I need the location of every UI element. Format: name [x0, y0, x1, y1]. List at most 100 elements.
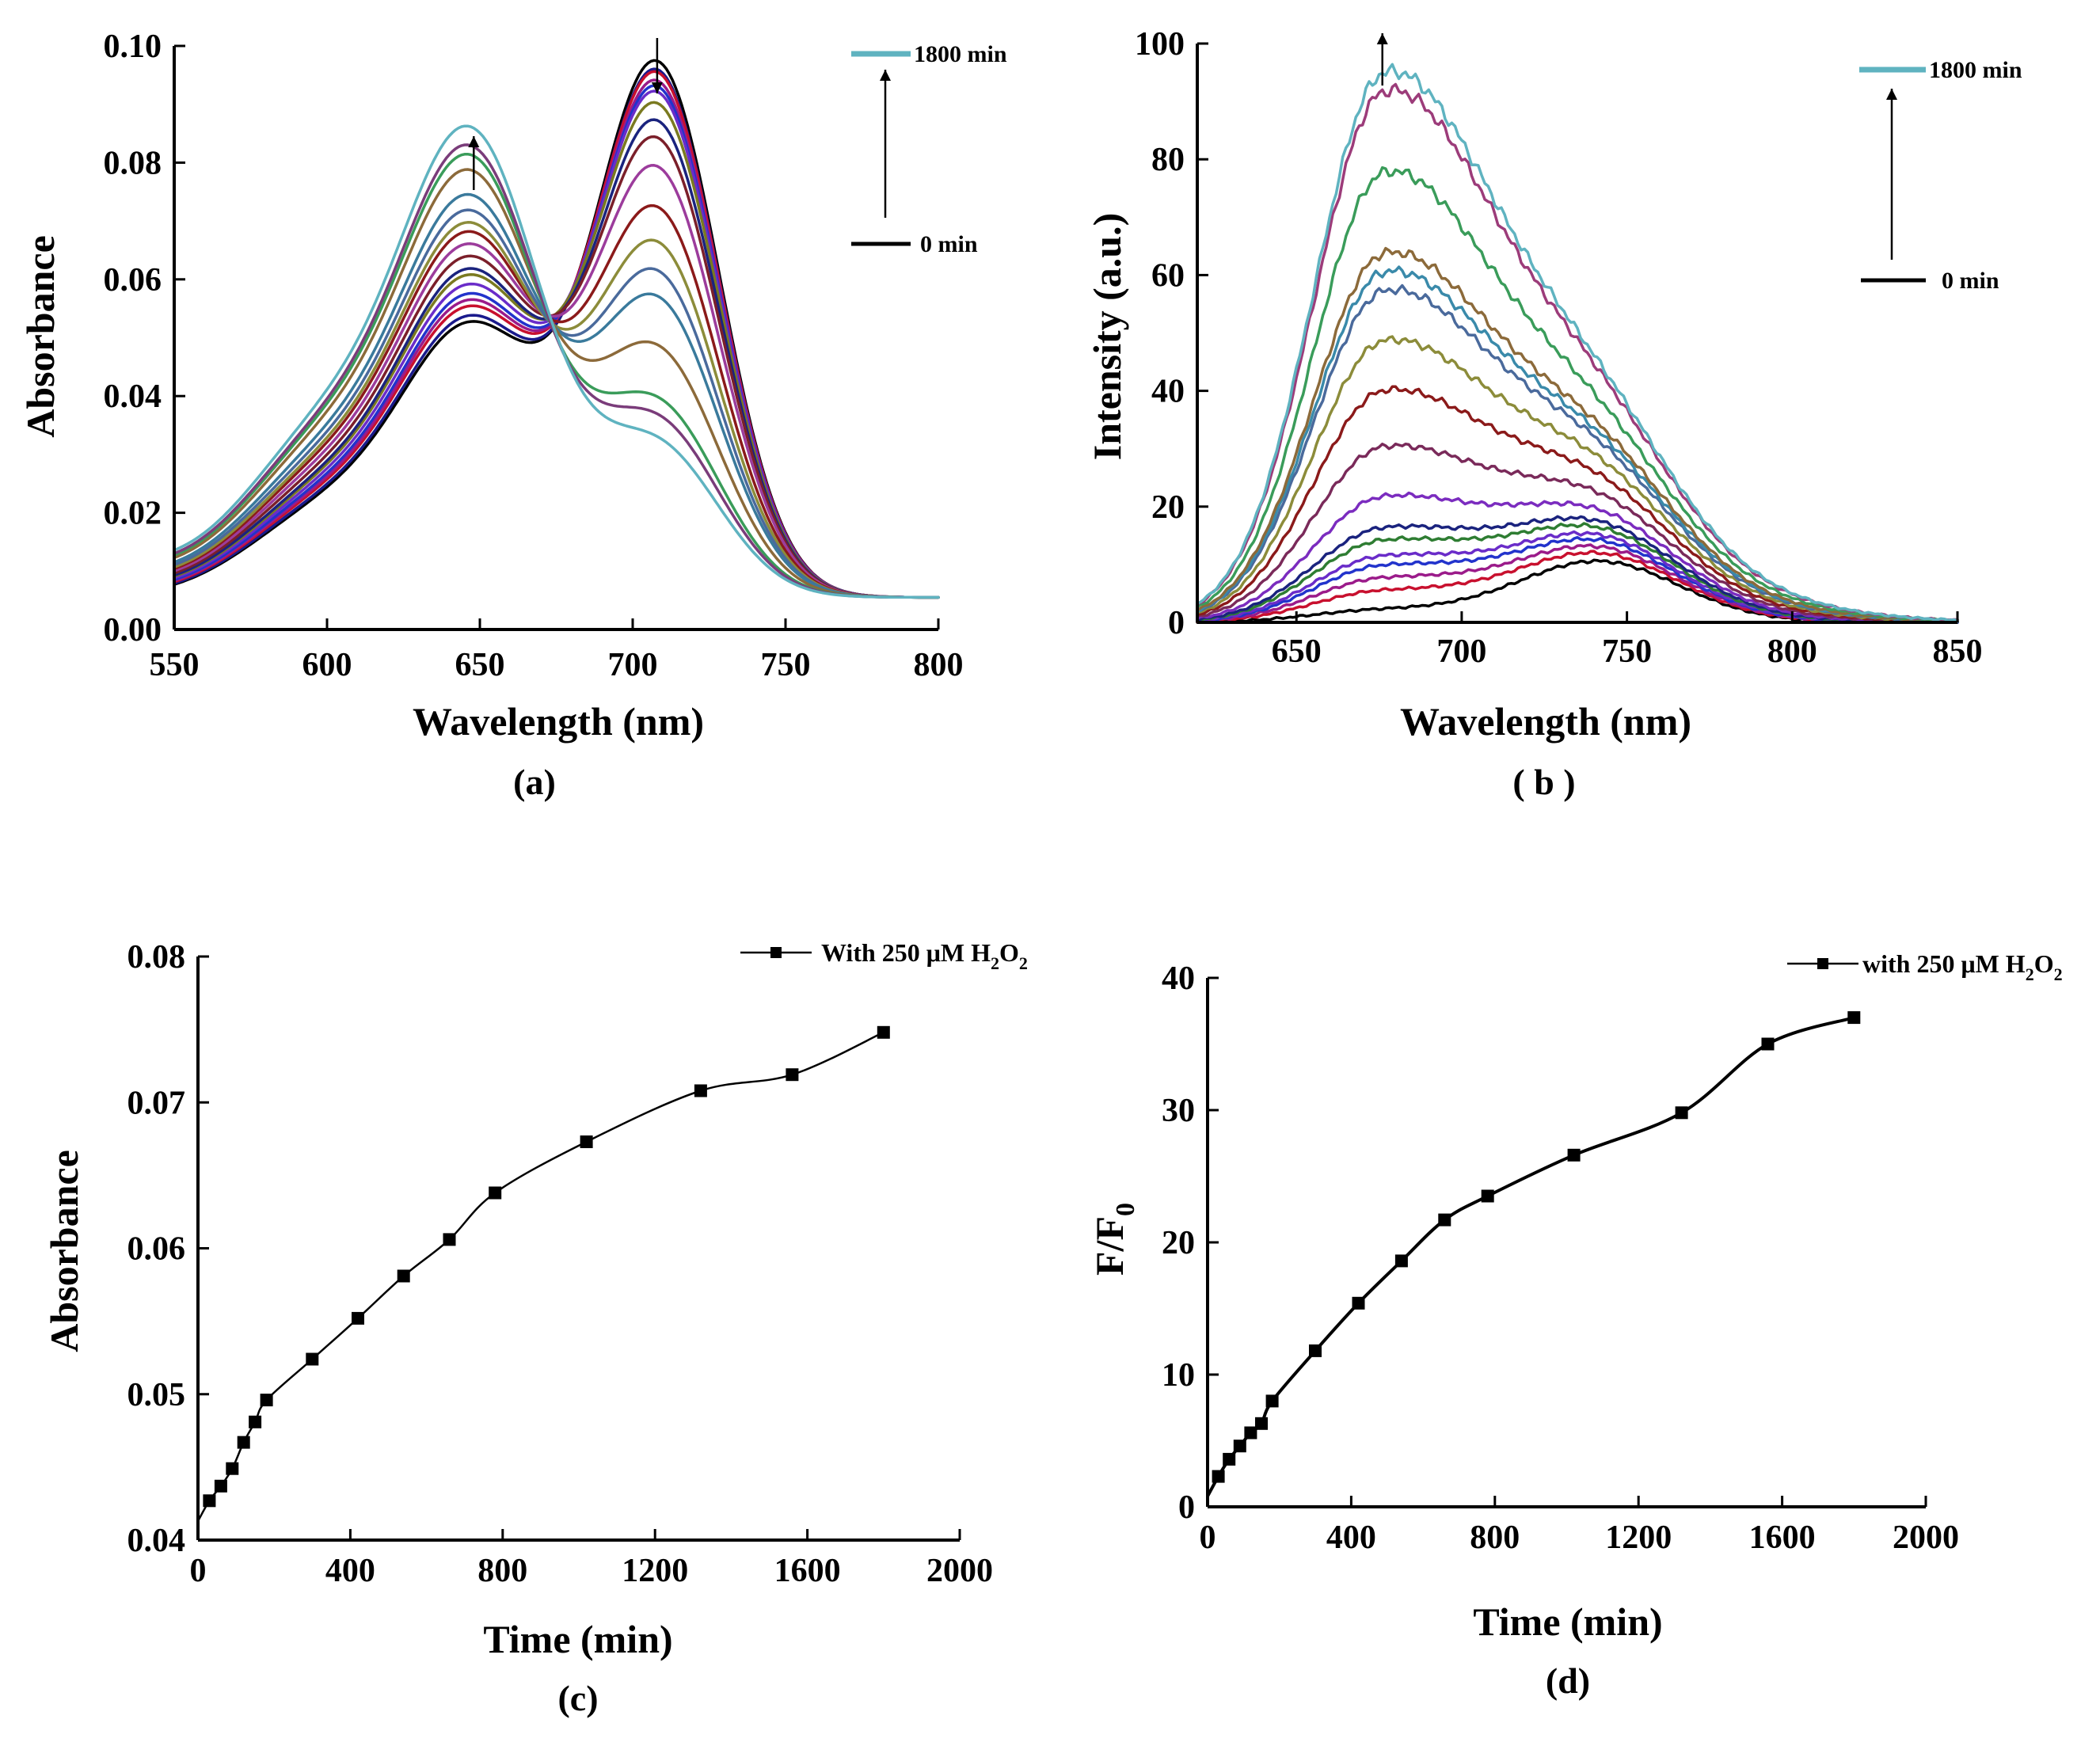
- panel-b-spectrum-line: [1196, 442, 1959, 624]
- panel-a-spectrum-line: [173, 89, 940, 599]
- panel-d-x-tick-label: 1200: [1605, 1519, 1672, 1556]
- panel-a-spectrum-line: [173, 135, 940, 599]
- panel-a-annotations: [468, 38, 663, 190]
- panel-d-data-point: [1394, 1254, 1408, 1268]
- panel-c-data-point: [249, 1415, 262, 1428]
- panel-c-y-tick-label: 0.08: [127, 939, 186, 976]
- panel-c-data-point: [786, 1068, 799, 1082]
- panel-b-legend-end-label: 1800 min: [1929, 57, 2022, 83]
- panel-c-data-point: [214, 1479, 227, 1493]
- panel-a-legend-arrow-head: [880, 70, 891, 81]
- panel-c-data-point: [580, 1135, 593, 1148]
- panel-a-spectrum-line: [173, 143, 940, 599]
- panel-a-x-tick-label: 650: [455, 647, 505, 683]
- panel-d-fluorescence-kinetics: 0 400 800 1200 1600 2000 0 10 20 30 40 with 250 μM…: [1087, 949, 2063, 1701]
- panel-a-legend-end-label: 1800 min: [914, 41, 1007, 67]
- panel-d-x-tick-label: 1600: [1749, 1519, 1816, 1556]
- panel-c-y-tick-label: 0.07: [127, 1085, 186, 1121]
- panel-d-data-point: [1438, 1213, 1451, 1227]
- panel-a-decrease-arrow-head: [651, 82, 663, 93]
- panel-b-y-axis-title: Intensity (a.u.): [1085, 213, 1129, 461]
- panel-d-series-line: [1206, 1016, 1855, 1497]
- panel-d-y-tick-label: 0: [1178, 1489, 1195, 1526]
- panel-c-data-point: [397, 1269, 410, 1283]
- panel-c-x-tick-label: 0: [190, 1553, 207, 1589]
- panel-b-y-tick-label: 80: [1151, 142, 1185, 178]
- panel-c-ticks: 0 400 800 1200 1600 2000 0.04 0.05 0.06 0.07 0.08: [127, 939, 994, 1589]
- panel-a-spectrum-line: [173, 84, 940, 599]
- panel-a-spectrum-line: [173, 101, 940, 599]
- panel-a-y-tick-label: 0.10: [104, 29, 162, 65]
- panel-a-legend: 1800 min 0 min: [851, 41, 1007, 257]
- panel-c-legend-marker: [770, 947, 782, 958]
- panel-a-spectrum-line: [173, 118, 940, 599]
- panel-d-data-point: [1233, 1440, 1246, 1453]
- panel-d-x-tick-label: 2000: [1893, 1519, 1959, 1556]
- panel-a-y-tick-label: 0.00: [104, 612, 162, 648]
- panel-b-y-tick-label: 0: [1168, 605, 1185, 641]
- panel-c-data-point: [306, 1352, 319, 1366]
- panel-c-data-point: [489, 1186, 502, 1200]
- panel-a-x-axis-title: Wavelength (nm): [413, 699, 704, 744]
- panel-d-legend-label: with 250 μM H2O2: [1862, 949, 2063, 984]
- panel-a-series-group: [173, 59, 940, 599]
- panel-b-x-tick-label: 700: [1436, 633, 1486, 670]
- panel-a-spectrum-line: [173, 164, 940, 599]
- panel-c-x-tick-label: 800: [477, 1553, 527, 1589]
- panel-d-y-axis-title: F/F0: [1087, 1203, 1140, 1276]
- panel-d-y-tick-label: 20: [1162, 1225, 1195, 1261]
- panel-a-spectrum-line: [173, 168, 940, 599]
- panel-b-x-tick-label: 650: [1272, 633, 1322, 670]
- panel-d-x-tick-label: 0: [1200, 1519, 1216, 1556]
- panel-c-data-point: [877, 1025, 890, 1039]
- panel-c-legend-label: With 250 μM H2O2: [821, 938, 1028, 973]
- panel-d-axes: [1206, 978, 1926, 1508]
- panel-a-label: (a): [513, 762, 556, 802]
- panel-a-x-tick-label: 600: [302, 647, 352, 683]
- panel-d-x-tick-label: 400: [1326, 1519, 1376, 1556]
- panel-c-axes: [196, 957, 960, 1542]
- panel-b-series-group: [1196, 63, 1959, 624]
- panel-a-y-tick-label: 0.02: [104, 496, 162, 532]
- panel-b-axes: [1196, 44, 1957, 624]
- panel-d-label: (d): [1546, 1660, 1590, 1701]
- panel-c-data-point: [694, 1084, 707, 1097]
- panel-d-legend-marker: [1817, 958, 1828, 969]
- panel-c-data-point: [237, 1436, 250, 1449]
- panel-c-y-axis-title: Absorbance: [42, 1150, 86, 1352]
- panel-d-data-point: [1265, 1394, 1279, 1408]
- panel-b-spectrum-line: [1196, 246, 1959, 624]
- panel-d-x-axis-title: Time (min): [1473, 1599, 1662, 1644]
- panel-b-spectrum-line: [1196, 543, 1959, 624]
- panel-a-x-tick-label: 800: [914, 647, 964, 683]
- panel-b-y-tick-label: 100: [1135, 26, 1185, 63]
- panel-a-y-axis-title: Absorbance: [18, 235, 63, 438]
- panel-c-y-tick-label: 0.04: [127, 1523, 186, 1559]
- panel-d-data-point: [1761, 1037, 1775, 1051]
- panel-c-y-tick-label: 0.06: [127, 1231, 186, 1268]
- panel-d-data-point: [1847, 1011, 1861, 1025]
- panel-d-y-tick-label: 30: [1162, 1093, 1195, 1129]
- panel-b-legend-arrow-head: [1886, 89, 1897, 100]
- panel-a-axes: [173, 46, 938, 631]
- panel-b-spectrum-line: [1196, 165, 1959, 623]
- panel-a-ticks: 550 600 650 700 750 800 0.00 0.02 0.04 0.06 0.08 0.…: [104, 29, 964, 683]
- panel-c-data-point: [443, 1233, 456, 1246]
- panel-d-data-point: [1481, 1189, 1494, 1203]
- panel-a-x-tick-label: 750: [761, 647, 811, 683]
- panel-a-legend-start-label: 0 min: [920, 231, 978, 257]
- panel-d-data-point: [1255, 1417, 1268, 1430]
- panel-a-y-tick-label: 0.04: [104, 378, 162, 415]
- panel-d-data-point: [1309, 1344, 1322, 1357]
- panel-d-legend: with 250 μM H2O2: [1787, 949, 2063, 984]
- panel-b-fluorescence-spectra: 650 700 750 800 850 0 20 40 60 80 100 1800 min 0 mi…: [1085, 26, 2022, 802]
- panel-a-increase-arrow-head: [468, 136, 480, 147]
- panel-b-y-tick-label: 20: [1151, 489, 1185, 526]
- panel-c-legend: With 250 μM H2O2: [740, 938, 1028, 973]
- panel-c-x-tick-label: 2000: [926, 1553, 993, 1589]
- panel-b-ticks: 650 700 750 800 850 0 20 40 60 80 100: [1135, 26, 1983, 670]
- panel-c-absorbance-kinetics: 0 400 800 1200 1600 20000.040.050.060.070.08 …: [42, 938, 1028, 1718]
- panel-b-label: ( b ): [1512, 762, 1575, 802]
- panel-b-spectrum-line: [1196, 63, 1959, 622]
